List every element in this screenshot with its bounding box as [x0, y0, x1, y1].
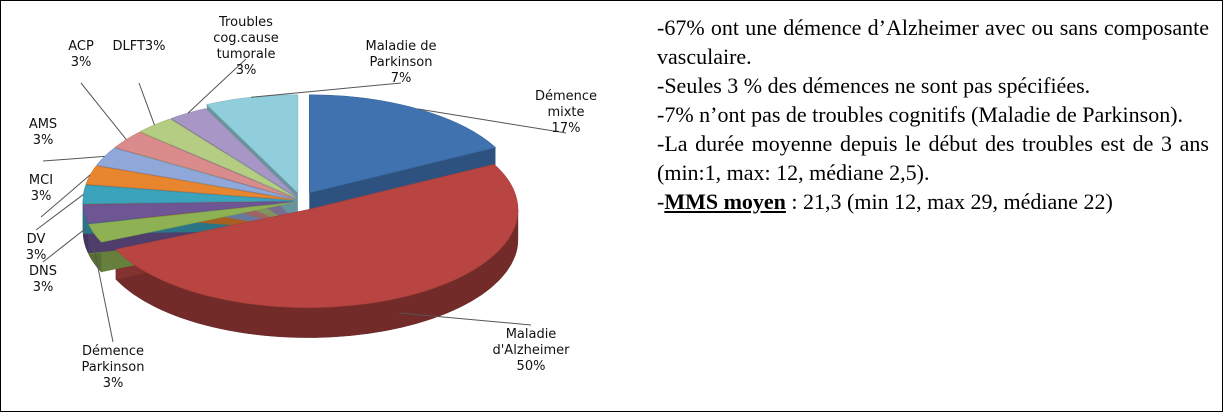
slice [115, 163, 519, 308]
slice [88, 202, 294, 243]
data-label: DV 3% [11, 232, 61, 264]
data-label: AMS 3% [18, 117, 68, 149]
label-name: DNS [29, 264, 57, 279]
paragraph: -7% n’ont pas de troubles cognitifs (Mal… [657, 102, 1184, 127]
data-label: DNS 3% [18, 264, 68, 296]
paragraph: -MMS moyen : 21,3 (min 12, max 29, média… [657, 187, 1209, 216]
data-label: MCI 3% [16, 173, 66, 205]
label-value: 3% [70, 55, 92, 70]
paragraph: -67% ont une démence d’Alzheimer avec ou… [657, 15, 1209, 69]
data-label: Démence Parkinson 3% [63, 344, 163, 392]
label-name: DV [26, 232, 46, 247]
label-name: Maladie de Parkinson [365, 39, 437, 70]
leader-line [93, 248, 114, 343]
slice [82, 201, 294, 224]
label-value: 3% [32, 133, 54, 148]
text-panel: -67% ont une démence d’Alzheimer avec ou… [657, 13, 1209, 387]
leader-line [80, 82, 127, 140]
data-label: Troubles cog.cause tumorale 3% [206, 15, 286, 79]
leader-line [40, 174, 91, 218]
data-label: Maladie de Parkinson 7% [351, 39, 451, 87]
leader-line [418, 108, 567, 134]
emphasis: MMS moyen [664, 189, 786, 214]
data-label: DLFT3% [99, 39, 179, 55]
data-label: Maladie d'Alzheimer 50% [476, 327, 586, 375]
label-name: DLFT [112, 39, 145, 54]
label-value: 7% [390, 71, 412, 86]
label-name: Troubles cog.cause tumorale [213, 15, 279, 62]
leader-line [251, 82, 402, 98]
slice-tops [82, 94, 519, 308]
leader-line [138, 82, 155, 126]
data-label: Démence mixte 17% [521, 89, 611, 137]
label-name: AMS [28, 117, 58, 132]
label-name: Démence Parkinson [81, 344, 145, 375]
label-value: 3% [25, 248, 47, 263]
label-value: 3% [32, 280, 54, 295]
label-value: 3% [102, 376, 124, 391]
slice [114, 131, 295, 199]
label-name: Démence mixte [534, 89, 598, 120]
paragraph: -La durée moyenne depuis le début des tr… [657, 131, 1209, 185]
label-value: 17% [551, 121, 581, 136]
label-name: MCI [28, 173, 54, 188]
leader-line [42, 155, 105, 162]
label-value: 3% [30, 189, 52, 204]
leader-line [35, 194, 84, 231]
leader-line [42, 228, 86, 263]
paragraph: -Seules 3 % des démences ne sont pas spé… [657, 73, 1091, 98]
label-name: ACP [68, 39, 94, 54]
label-value: 3% [144, 39, 166, 54]
text: : 21,3 (min 12, max 29, médiane 22) [785, 189, 1113, 214]
leader-line [187, 58, 247, 114]
label-name: Maladie d'Alzheimer [492, 327, 570, 358]
slice [308, 94, 497, 194]
pie-chart [35, 58, 567, 343]
leader-line [399, 312, 532, 326]
label-value: 3% [235, 63, 257, 78]
data-label: ACP 3% [56, 39, 106, 71]
text: - [657, 189, 665, 214]
label-value: 50% [516, 359, 546, 374]
